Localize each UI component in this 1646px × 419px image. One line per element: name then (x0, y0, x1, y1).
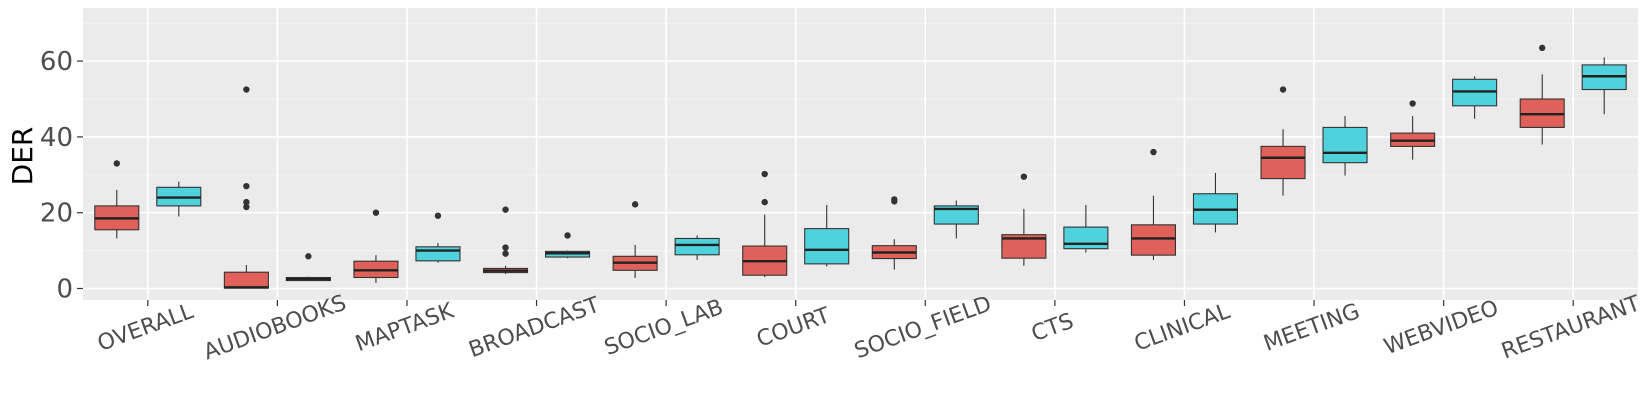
outlier-point (372, 209, 380, 216)
box-iqr (1260, 145, 1306, 180)
box-socio_lab-series-1 (612, 201, 658, 278)
box-meeting-series-2 (1322, 116, 1368, 176)
outlier-point (502, 206, 509, 213)
box-maptask-series-1 (353, 209, 399, 283)
box-broadcast-series-1 (482, 206, 529, 275)
box-webvideo-series-1 (1390, 100, 1436, 160)
outlier-point (631, 201, 639, 208)
box-clinical-series-2 (1192, 172, 1239, 233)
outlier-point (1409, 100, 1416, 107)
x-tick-label: COURT (754, 303, 834, 353)
x-tick-label: CTS (1028, 309, 1077, 347)
x-tick-label: RESTAURANT (1498, 291, 1644, 364)
outlier-point (1020, 173, 1028, 180)
box-iqr (1001, 234, 1047, 259)
outlier-point (305, 253, 312, 260)
x-tick-label: CLINICAL (1131, 299, 1234, 357)
outlier-point (761, 198, 768, 206)
y-axis: 0 20 40 60 (40, 47, 83, 305)
x-tick-label: SOCIO_FIELD (851, 292, 995, 365)
box-iqr (1063, 226, 1109, 250)
box-iqr (1322, 126, 1368, 164)
x-tick-label: BROADCAST (466, 293, 604, 364)
box-meeting-series-1 (1260, 86, 1306, 196)
panel-background (83, 8, 1638, 300)
y-tick-label: 0 (56, 275, 73, 305)
outlier-point (113, 160, 120, 167)
outlier-point (243, 182, 250, 190)
box-court-series-2 (804, 205, 850, 267)
y-tick-label: 60 (40, 47, 73, 77)
outlier-point (243, 203, 250, 211)
outlier-point (1279, 86, 1287, 93)
outlier-point (891, 196, 898, 203)
x-axis: OVERALL AUDIOBOOKS MAPTASK BROADCASTSOCIO_L… (94, 291, 1644, 366)
box-cts-series-1 (1001, 173, 1047, 266)
box-iqr (1130, 224, 1177, 256)
box-overall-series-2 (156, 181, 202, 217)
outlier-point (502, 244, 509, 251)
box-socio_lab-series-2 (674, 235, 720, 261)
box-socio_field-series-2 (933, 200, 979, 239)
x-tick-label: SOCIO_LAB (601, 295, 726, 361)
box-iqr (804, 228, 850, 265)
x-tick-label: MEETING (1260, 299, 1363, 357)
minor-gridlines (83, 22, 1638, 252)
outlier-point (243, 198, 250, 206)
box-clinical-series-1 (1130, 148, 1177, 261)
outlier-point (434, 212, 442, 219)
box-restaurant-series-1 (1519, 44, 1565, 145)
box-maptask-series-2 (415, 212, 461, 263)
box-iqr (415, 246, 461, 262)
box-webvideo-series-2 (1452, 76, 1498, 119)
outlier-point (564, 232, 571, 239)
box-audiobooks-series-2 (285, 253, 331, 282)
outlier-point (761, 170, 768, 178)
box-audiobooks-series-1 (223, 86, 269, 289)
x-tick-label: WEBVIDEO (1381, 296, 1502, 360)
x-tick-label: OVERALL (94, 299, 197, 357)
major-gridlines (83, 8, 1638, 300)
outlier-point (1539, 44, 1546, 52)
box-court-series-1 (742, 170, 788, 278)
outlier-point (502, 250, 509, 257)
box-iqr (223, 271, 269, 289)
box-iqr (933, 205, 979, 225)
x-tick-label: AUDIOBOOKS (201, 291, 350, 366)
box-cts-series-2 (1063, 205, 1109, 253)
box-series (94, 44, 1627, 289)
box-socio_field-series-1 (871, 196, 917, 270)
x-tick-label: MAPTASK (352, 298, 457, 357)
box-broadcast-series-2 (544, 232, 591, 259)
box-iqr (674, 237, 720, 256)
y-tick-label: 20 (40, 199, 73, 229)
y-axis-label: DER (6, 127, 39, 186)
y-tick-label: 40 (40, 123, 73, 153)
box-overall-series-1 (94, 160, 140, 239)
outlier-point (243, 86, 250, 93)
outlier-point (1150, 148, 1157, 156)
box-restaurant-series-2 (1581, 57, 1627, 115)
